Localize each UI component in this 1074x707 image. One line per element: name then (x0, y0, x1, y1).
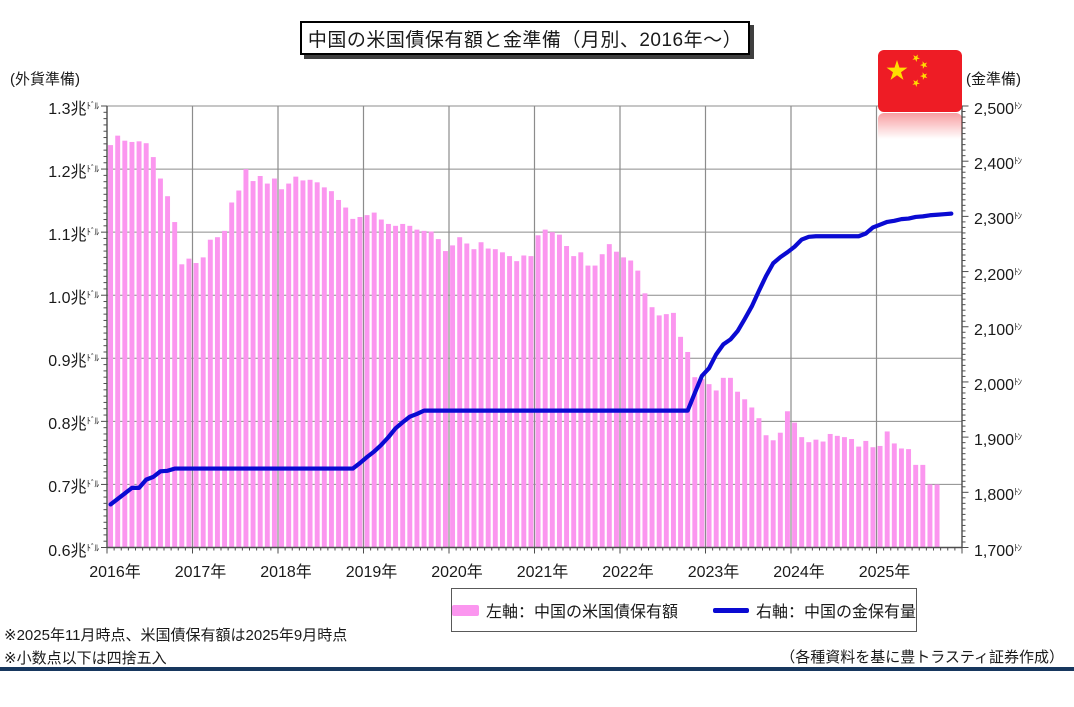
left-axis-header: (外貨準備) (10, 71, 80, 88)
left-axis-tick-label: 0.8兆ﾄﾞﾙ (48, 416, 99, 434)
x-axis-year-label: 2020年 (431, 564, 483, 581)
x-axis-year-label: 2021年 (516, 564, 569, 581)
left-axis-tick-label: 0.9兆ﾄﾞﾙ (48, 353, 99, 371)
left-axis-tick-label: 0.6兆ﾄﾞﾙ (48, 542, 99, 560)
x-axis-year-label: 2017年 (174, 564, 227, 581)
legend-item-bar: 左軸：中国の米国債保有額 (452, 598, 678, 622)
right-axis-tick-label: 1,900ﾄﾝ (974, 432, 1022, 450)
right-axis-tick-label: 2,500ﾄﾝ (974, 101, 1022, 118)
x-axis-year-label: 2022年 (602, 564, 654, 581)
legend-item-line: 右軸：中国の金保有量 (712, 598, 916, 622)
x-axis-year-label: 2016年 (89, 564, 141, 581)
bottom-rule (0, 667, 1074, 671)
china-flag-reflection (878, 113, 962, 175)
bar-swatch-icon (452, 604, 479, 616)
left-axis-tick-label: 1.3兆ﾄﾞﾙ (48, 101, 99, 118)
x-axis-year-label: 2024年 (773, 564, 825, 581)
right-axis-tick-label: 2,100ﾄﾝ (974, 321, 1022, 339)
left-axis-tick-label: 1.2兆ﾄﾞﾙ (48, 164, 99, 182)
left-axis-tick-label: 0.7兆ﾄﾞﾙ (48, 479, 99, 497)
right-axis-tick-label: 1,800ﾄﾝ (974, 487, 1022, 505)
chart-legend: 左軸：中国の米国債保有額 右軸：中国の金保有量 (451, 588, 917, 632)
right-axis-tick-label: 2,300ﾄﾝ (974, 211, 1022, 229)
right-axis-header: (金準備) (966, 71, 1021, 88)
x-axis-year-label: 2023年 (687, 564, 740, 581)
left-axis-tick-label: 1.1兆ﾄﾞﾙ (48, 227, 99, 245)
x-axis-year-label: 2018年 (260, 564, 312, 581)
footnote-rounding: ※小数点以下は四捨五入 (4, 650, 167, 667)
left-axis-tick-label: 1.0兆ﾄﾞﾙ (48, 290, 99, 308)
line-swatch-icon (712, 607, 749, 613)
legend-line-label: 右軸：中国の金保有量 (755, 604, 916, 621)
chart-title-text: 中国の米国債保有額と金準備（月別、2016年～） (307, 29, 743, 51)
right-axis-tick-label: 2,200ﾄﾝ (974, 266, 1022, 284)
right-axis-tick-label: 1,700ﾄﾝ (974, 542, 1022, 560)
x-axis-year-label: 2025年 (858, 564, 911, 581)
right-axis-tick-label: 2,400ﾄﾝ (974, 156, 1022, 174)
china-flag-icon (878, 50, 962, 112)
footnote-asof: ※2025年11月時点、米国債保有額は2025年9月時点 (4, 627, 348, 644)
source-credit: （各種資料を基に豊トラスティ証券作成） (780, 649, 1064, 666)
legend-bar-label: 左軸：中国の米国債保有額 (486, 604, 679, 621)
chart-title: 中国の米国債保有額と金準備（月別、2016年～） (300, 21, 750, 55)
x-axis-year-label: 2019年 (345, 564, 398, 581)
chart-plot (101, 105, 969, 554)
right-axis-tick-label: 2,000ﾄﾝ (974, 376, 1022, 394)
